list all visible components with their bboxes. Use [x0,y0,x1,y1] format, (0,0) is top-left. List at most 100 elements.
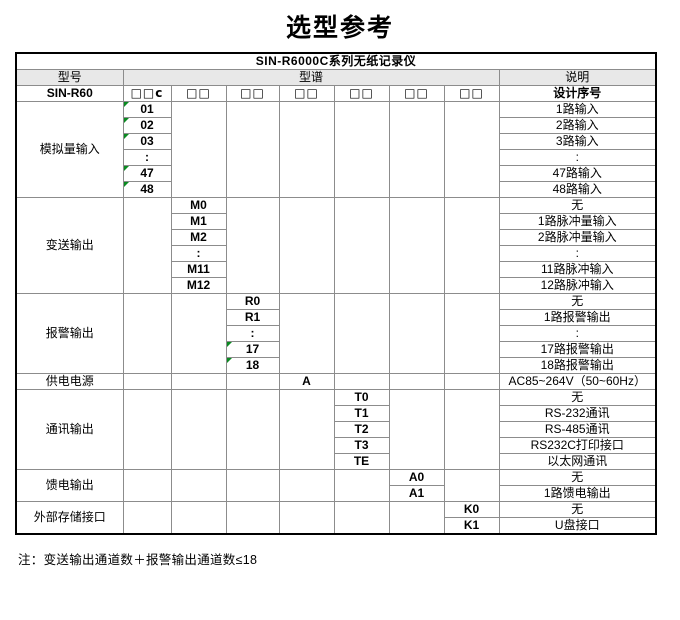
group-label-7: 外部存储接口 [15,501,124,535]
table-title: SIN-R6000C系列无纸记录仪 [15,52,657,70]
spec-code-3-3: : [225,325,280,342]
spec-description-2-5: 11路脉冲输入 [498,261,657,278]
spec-empty-1-7 [443,101,500,198]
spec-empty-5-3 [225,389,280,470]
spec-description-3-2: 1路报警输出 [498,309,657,326]
spec-empty-5-4 [278,389,335,470]
group-label-3: 报警输出 [15,293,124,374]
spec-code-2-6: M12 [170,277,227,294]
model-code-row: SIN-R60 □□c □□ □□ □□ □□ □□ □□ 设计序号 [15,85,657,102]
group-label-4: 供电电源 [15,373,124,390]
spec-code-1-4: : [122,149,172,166]
spec-row: A1 1路馈电输出 [16,485,657,502]
spec-table-wrapper: SIN-R6000C系列无纸记录仪 型号 型谱 说明 SIN-R60 □□c □□ □□ □□ □… [15,52,665,535]
spec-empty-7-6 [388,501,445,535]
spec-code-5-3: T2 [333,421,390,438]
spec-row: M1 1路脉冲量输入 [16,213,657,230]
spec-empty-5-1 [122,389,172,470]
spec-description-1-5: 47路输入 [498,165,657,182]
spec-description-2-1: 无 [498,197,657,214]
spec-code-7-1: K0 [443,501,500,518]
spec-row: 馈电输出 A0 无 [15,469,657,502]
spec-empty-4-3 [225,373,280,390]
spec-row: 供电电源 A AC85~264V（50~60Hz） [15,373,657,390]
spec-empty-4-5 [333,373,390,390]
spec-row: T3 RS232C打印接口 [16,437,657,454]
spec-description-2-2: 1路脉冲量输入 [498,213,657,230]
spec-empty-7-2 [170,501,227,535]
spec-empty-2-1 [122,197,172,294]
spec-empty-6-7 [443,469,500,502]
spec-row: M11 11路脉冲输入 [16,261,657,278]
spec-description-3-5: 18路报警输出 [498,357,657,374]
spec-empty-1-6 [388,101,445,198]
spec-code-1-3: 03 [122,133,172,150]
spec-row: T1 RS-232通讯 [16,405,657,422]
table-title-row: SIN-R6000C系列无纸记录仪 [15,52,657,70]
spec-code-1-2: 02 [122,117,172,134]
spec-empty-3-1 [122,293,172,374]
spec-code-2-1: M0 [170,197,227,214]
spec-row: 03 3路输入 [16,133,657,150]
spec-empty-2-4 [278,197,335,294]
spec-row: 模拟量输入 01 1路输入 [15,101,657,198]
spec-empty-2-6 [388,197,445,294]
spec-row: 变送输出 M0 无 [15,197,657,294]
header-spectrum: 型谱 [122,69,500,86]
spec-empty-3-6 [388,293,445,374]
group-label-5: 通讯输出 [15,389,124,470]
spec-code-2-4: : [170,245,227,262]
spec-empty-4-2 [170,373,227,390]
spec-code-5-1: T0 [333,389,390,406]
group-label-2: 变送输出 [15,197,124,294]
spec-description-1-6: 48路输入 [498,181,657,198]
spec-empty-6-4 [278,469,335,502]
spec-code-5-4: T3 [333,437,390,454]
spec-empty-2-3 [225,197,280,294]
spec-empty-5-7 [443,389,500,470]
code-placeholder-4: □□ [278,85,335,102]
spec-description-5-3: RS-485通讯 [498,421,657,438]
spec-code-2-3: M2 [170,229,227,246]
spec-row: 报警输出 R0 无 [15,293,657,374]
spec-description-2-6: 12路脉冲输入 [498,277,657,294]
spec-description-5-4: RS232C打印接口 [498,437,657,454]
code-placeholder-6: □□ [388,85,445,102]
spec-row: 18 18路报警输出 [16,357,657,374]
spec-row: 02 2路输入 [16,117,657,134]
spec-description-4-1: AC85~264V（50~60Hz） [498,373,657,390]
spec-empty-4-6 [388,373,445,390]
table-note: 注：变送输出通道数＋报警输出通道数≤18 [18,553,258,567]
spec-empty-1-4 [278,101,335,198]
spec-row: 通讯输出 T0 无 [15,389,657,470]
spec-empty-6-5 [333,469,390,502]
table-header-row: 型号 型谱 说明 [15,69,657,86]
spec-empty-7-1 [122,501,172,535]
spec-description-5-5: 以太网通讯 [498,453,657,470]
spec-description-2-3: 2路脉冲量输入 [498,229,657,246]
spec-empty-1-2 [170,101,227,198]
spec-description-7-2: U盘接口 [498,517,657,535]
spec-empty-3-7 [443,293,500,374]
spec-code-3-4: 17 [225,341,280,358]
spec-row: T2 RS-485通讯 [16,421,657,438]
code-placeholder-5: □□ [333,85,390,102]
code-description: 设计序号 [498,85,657,102]
spec-row: 外部存储接口 K0 无 [15,501,657,535]
spec-description-6-2: 1路馈电输出 [498,485,657,502]
spec-code-6-2: A1 [388,485,445,502]
header-description: 说明 [498,69,657,86]
spec-empty-6-2 [170,469,227,502]
model-code: SIN-R60 [15,85,124,102]
spec-empty-2-5 [333,197,390,294]
spec-empty-4-1 [122,373,172,390]
code-placeholder-1: □□c [122,85,172,102]
spec-row: K1 U盘接口 [16,517,657,535]
spec-row: 47 47路输入 [16,165,657,182]
spec-empty-5-2 [170,389,227,470]
spec-description-5-1: 无 [498,389,657,406]
spec-description-3-1: 无 [498,293,657,310]
spec-code-4-1: A [278,373,335,390]
spec-code-1-6: 48 [122,181,172,198]
spec-empty-7-5 [333,501,390,535]
